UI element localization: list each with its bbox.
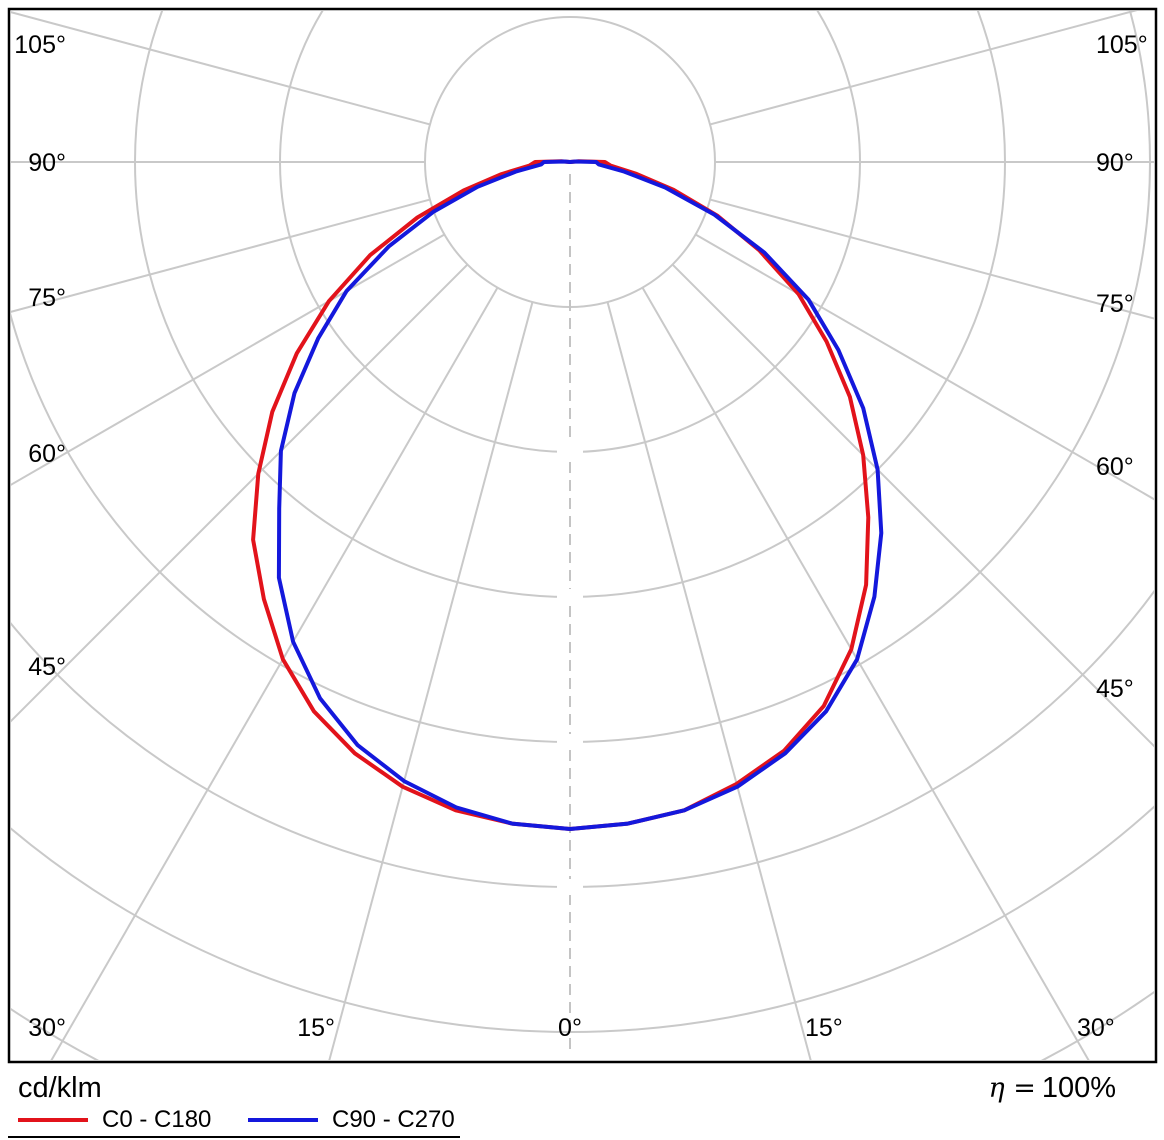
grid-radial-line bbox=[606, 301, 812, 1060]
angle-label-left-30: 30° bbox=[28, 1014, 66, 1042]
angle-labels: 0° 15° 15° 30° 30° 45° 45° 60° 60° 75° 75° 90° 90° 10… bbox=[14, 31, 1147, 1042]
grid-radial-line bbox=[709, 198, 1154, 320]
angle-label-right-90: 90° bbox=[1096, 149, 1134, 177]
curve-c90-c270 bbox=[276, 159, 884, 831]
angle-label-left-60: 60° bbox=[28, 440, 66, 468]
angle-label-right-105: 105° bbox=[1096, 31, 1148, 59]
grid-radial-line bbox=[671, 263, 1154, 748]
ring-label-box bbox=[557, 879, 583, 895]
angle-label-left-45: 45° bbox=[28, 653, 66, 681]
legend-line-red bbox=[18, 1118, 88, 1122]
efficiency-value: 100% bbox=[1041, 1072, 1116, 1104]
grid-radial-line bbox=[641, 287, 1090, 1060]
eta-symbol: η = bbox=[988, 1073, 1036, 1104]
angle-label-right-45: 45° bbox=[1096, 675, 1134, 703]
ring-label-box bbox=[557, 444, 583, 460]
legend-item-c0-c180: C0 - C180 bbox=[18, 1106, 211, 1134]
angle-label-right-75: 75° bbox=[1096, 290, 1134, 318]
angle-label-right-30: 30° bbox=[1077, 1014, 1115, 1042]
angle-label-right-15: 15° bbox=[805, 1014, 843, 1042]
grid-radial-line bbox=[11, 11, 431, 126]
grid-radial-line bbox=[11, 198, 431, 313]
divider bbox=[8, 1136, 460, 1138]
angle-label-left-15: 15° bbox=[297, 1014, 335, 1042]
grid-ring bbox=[11, 11, 1151, 743]
grid-radial-line bbox=[11, 263, 469, 723]
angle-label-left-105: 105° bbox=[14, 31, 66, 59]
grid-ring bbox=[11, 589, 1154, 888]
grid-radial-line bbox=[11, 233, 445, 486]
intensity-curves bbox=[251, 159, 884, 831]
angle-label-0: 0° bbox=[558, 1014, 582, 1042]
legend-label-c0-c180: C0 - C180 bbox=[102, 1106, 212, 1133]
legend-item-c90-c270: C90 - C270 bbox=[248, 1106, 455, 1134]
angle-label-left-90: 90° bbox=[28, 149, 66, 177]
grid-ring bbox=[279, 11, 861, 453]
grid-radial-line bbox=[695, 233, 1154, 501]
legend-line-blue bbox=[248, 1118, 318, 1122]
grid-ring bbox=[11, 805, 1154, 1033]
grid-radial-line bbox=[50, 287, 499, 1060]
legend-label-c90-c270: C90 - C270 bbox=[332, 1106, 455, 1133]
ring-label-box bbox=[557, 589, 583, 605]
efficiency-label: η = 100% bbox=[988, 1072, 1116, 1105]
unit-label: cd/klm bbox=[18, 1072, 102, 1104]
angle-label-left-75: 75° bbox=[28, 284, 66, 312]
ring-label-box bbox=[557, 734, 583, 750]
plot-border bbox=[7, 7, 1158, 1064]
angle-label-right-60: 60° bbox=[1096, 453, 1134, 481]
legend: C0 - C180 C90 - C270 bbox=[0, 1106, 1164, 1136]
grid-radial-line bbox=[328, 301, 534, 1060]
grid-radial-line bbox=[709, 11, 1138, 126]
